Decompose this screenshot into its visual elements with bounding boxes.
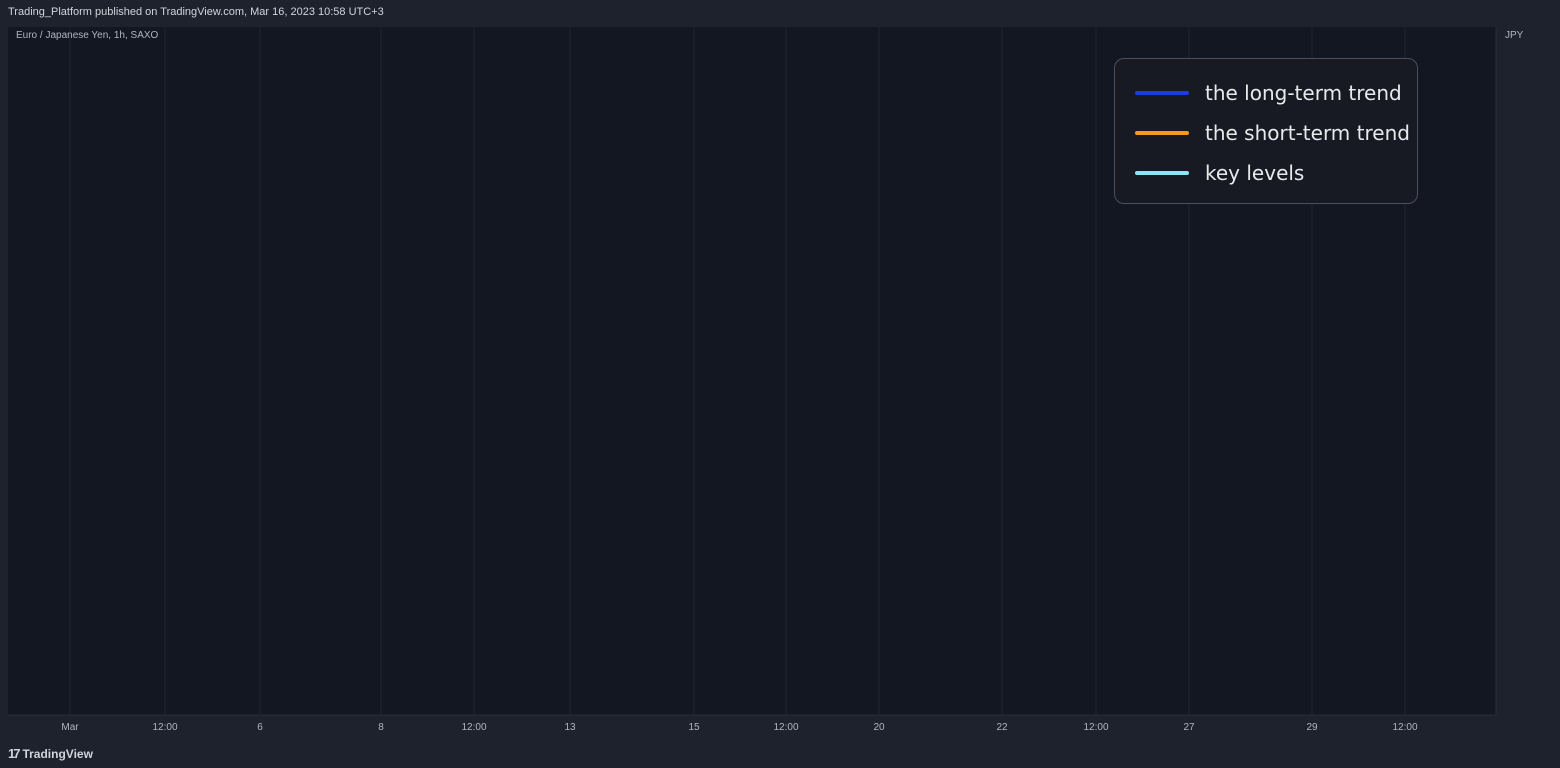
legend-swatch-key-levels <box>1135 171 1189 175</box>
legend-swatch-short-term <box>1135 131 1189 135</box>
x-tick-label: 12:00 <box>152 722 177 733</box>
publish-header: Trading_Platform published on TradingVie… <box>0 0 1560 24</box>
x-tick-label: 15 <box>688 722 700 733</box>
legend-item-short-term: the short-term trend <box>1135 121 1410 145</box>
chart-title: Euro / Japanese Yen, 1h, SAXO <box>16 30 159 41</box>
x-tick-label: 12:00 <box>773 722 798 733</box>
x-tick-label: 12:00 <box>1083 722 1108 733</box>
legend-item-long-term: the long-term trend <box>1135 81 1402 105</box>
x-tick-label: 12:00 <box>1392 722 1417 733</box>
chart-legend: the long-term trend the short-term trend… <box>1114 58 1418 204</box>
x-tick-label: 27 <box>1183 722 1195 733</box>
legend-label-key-levels: key levels <box>1205 161 1305 185</box>
brand-text: TradingView <box>22 746 93 761</box>
legend-label-long-term: the long-term trend <box>1205 81 1402 105</box>
legend-item-key-levels: key levels <box>1135 161 1304 185</box>
x-tick-label: 29 <box>1306 722 1318 733</box>
x-tick-label: 22 <box>996 722 1008 733</box>
x-tick-label: 13 <box>564 722 576 733</box>
tradingview-logo-icon: 17 <box>8 746 21 761</box>
legend-swatch-long-term <box>1135 91 1189 95</box>
footer-bar: 17 TradingView <box>0 740 1560 768</box>
tradingview-brand[interactable]: 17 TradingView <box>8 746 93 761</box>
legend-label-short-term: the short-term trend <box>1205 121 1410 145</box>
x-tick-label: 12:00 <box>461 722 486 733</box>
x-tick-label: 8 <box>378 722 384 733</box>
x-tick-label: Mar <box>61 722 79 733</box>
x-tick-label: 20 <box>873 722 885 733</box>
x-tick-label: 6 <box>257 722 263 733</box>
publish-text: Trading_Platform published on TradingVie… <box>8 6 384 18</box>
currency-label: JPY <box>1505 30 1524 41</box>
